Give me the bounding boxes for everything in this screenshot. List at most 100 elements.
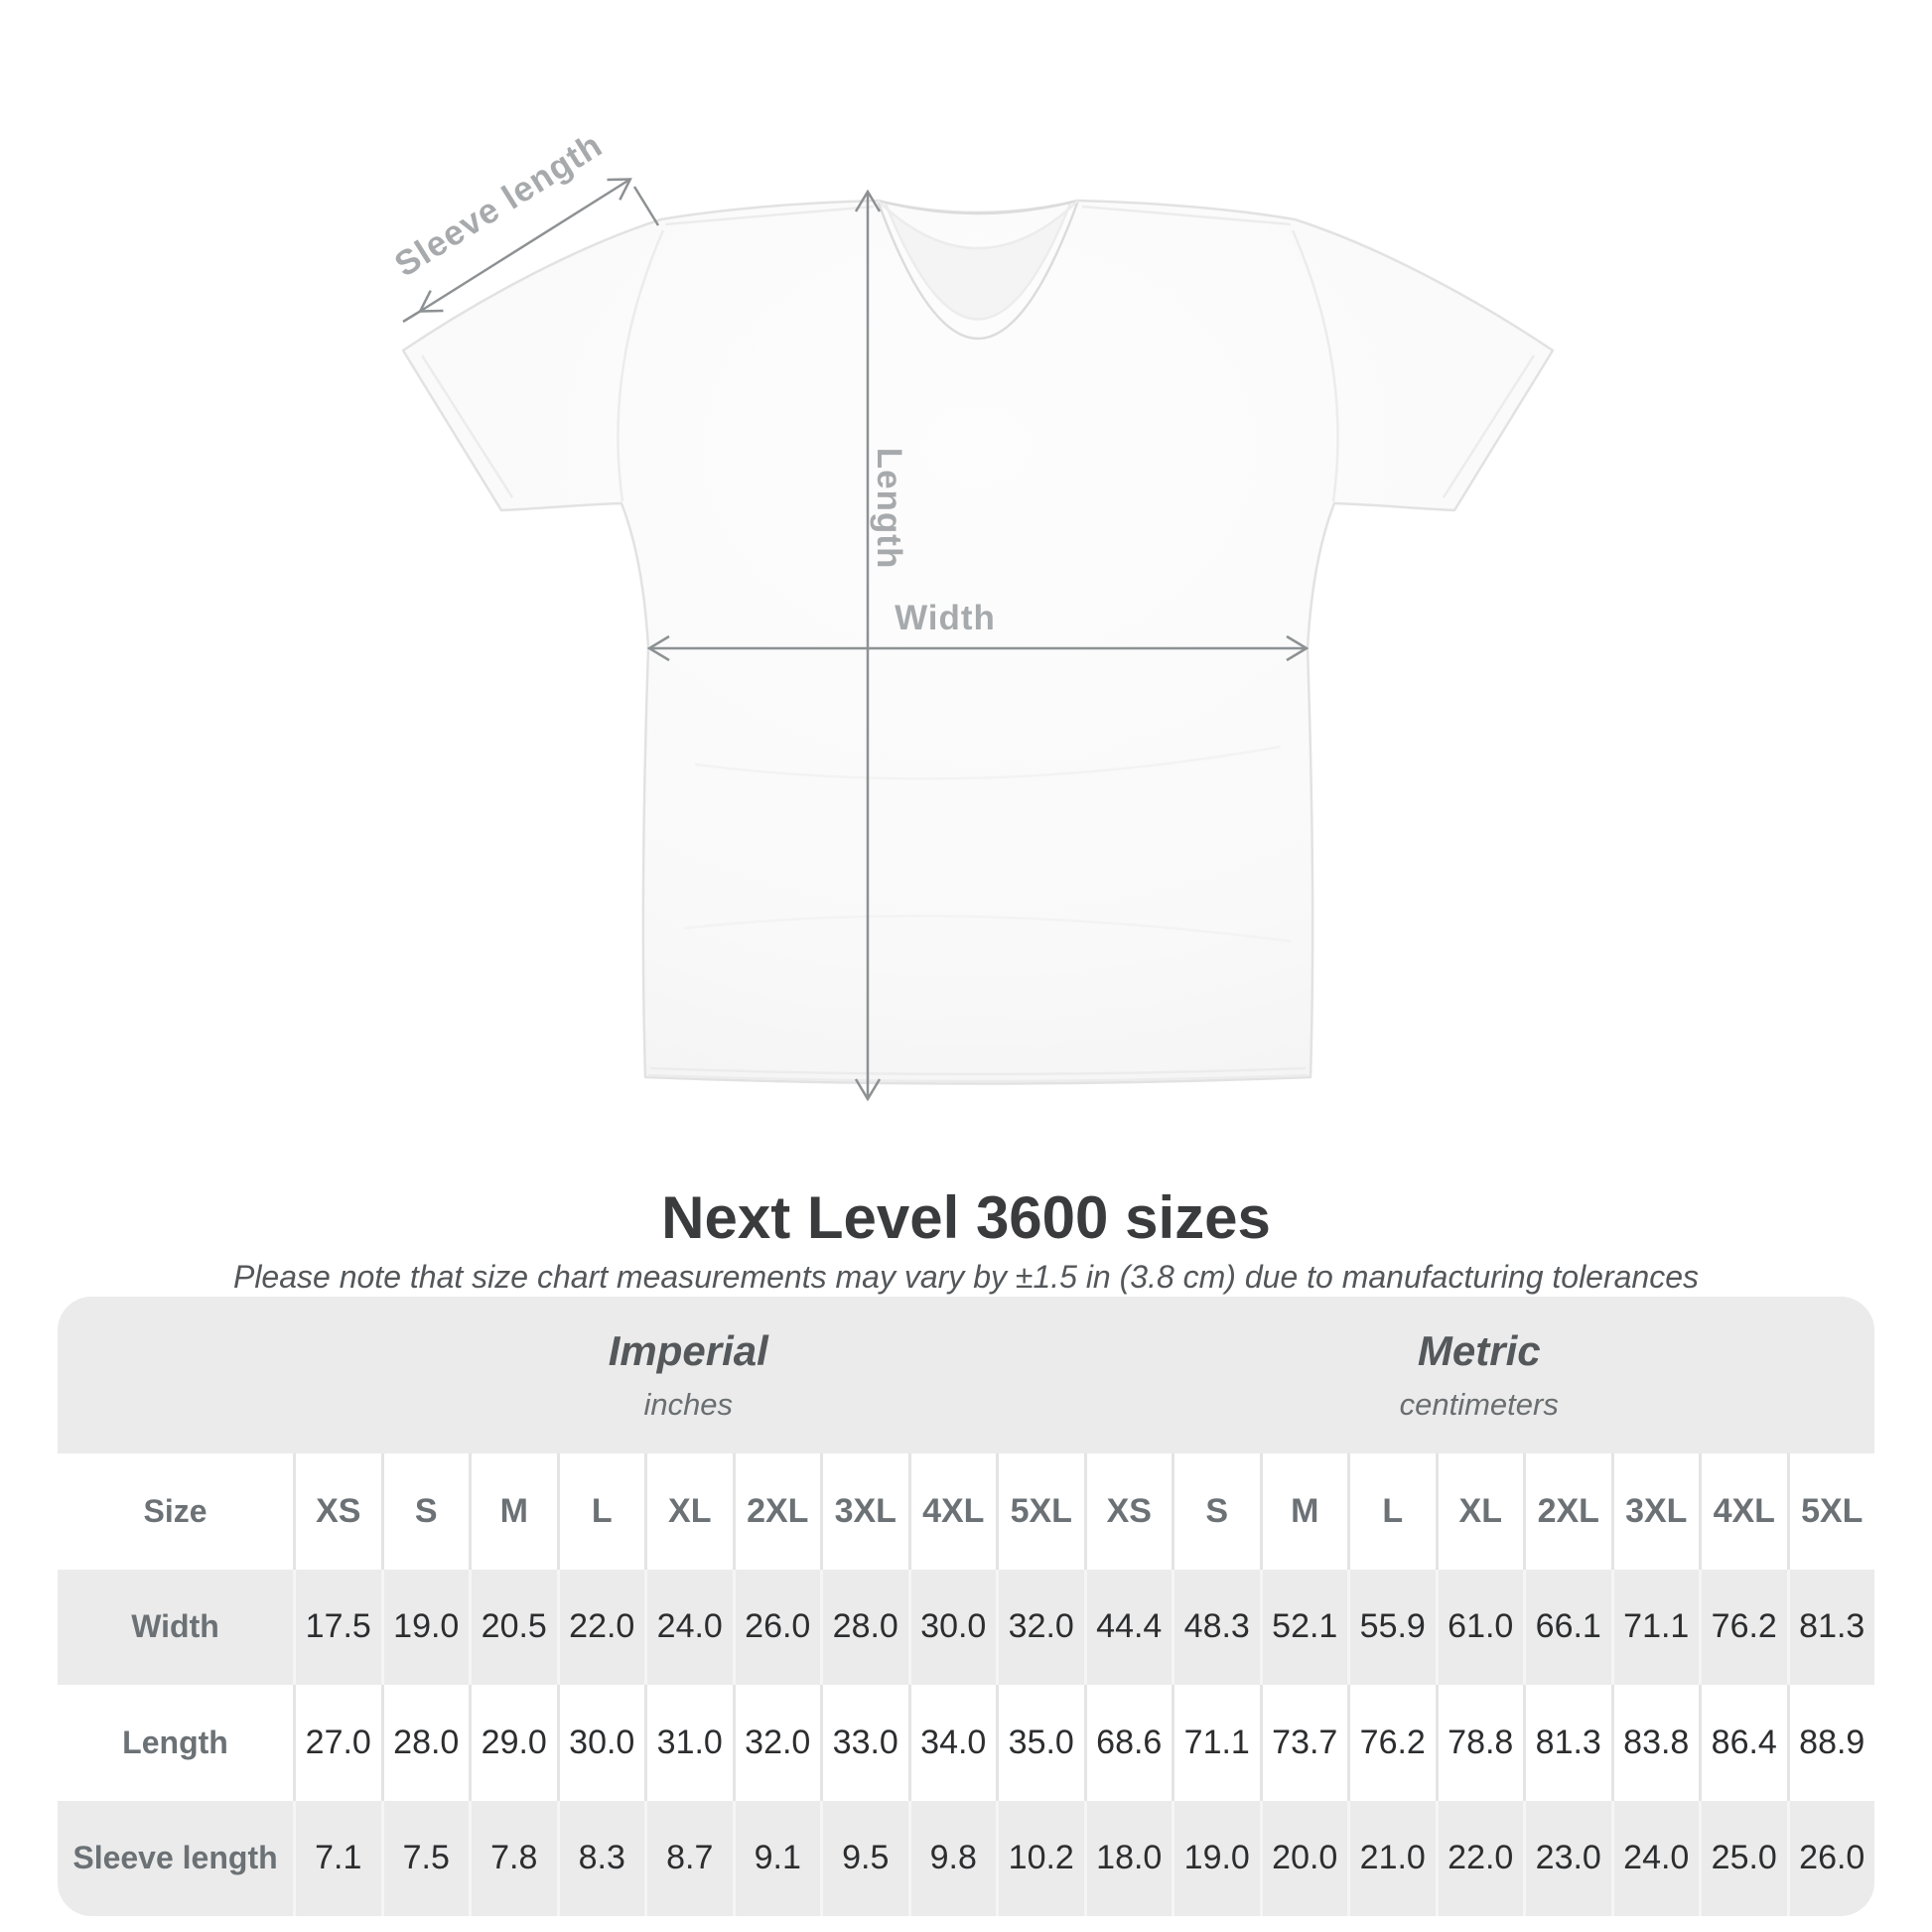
- measurement-value: 68.6: [1083, 1685, 1173, 1801]
- row-label: Length: [122, 1724, 228, 1760]
- measurement-value: 86.4: [1699, 1685, 1787, 1801]
- measurement-value: 7.8: [469, 1800, 557, 1916]
- right-sleeve-hem: [1442, 354, 1536, 498]
- column-header: 2XL: [732, 1453, 821, 1570]
- measurement-value: 27.0: [293, 1685, 381, 1801]
- measurement-value: 21.0: [1347, 1800, 1436, 1916]
- imperial-unit-label: inches: [643, 1387, 734, 1422]
- measurement-value: 23.0: [1523, 1800, 1611, 1916]
- measurement-value: 76.2: [1347, 1685, 1436, 1801]
- measurement-value: 48.3: [1172, 1569, 1260, 1685]
- column-header: 5XL: [1786, 1453, 1875, 1570]
- collar-inner-line: [884, 203, 1072, 321]
- measurement-value: 29.0: [469, 1685, 557, 1801]
- column-header: 4XL: [1699, 1453, 1787, 1570]
- measurement-value: 25.0: [1699, 1800, 1787, 1916]
- column-header: S: [380, 1453, 470, 1570]
- measurement-value: 24.0: [1610, 1800, 1700, 1916]
- measurement-value: 66.1: [1523, 1569, 1611, 1685]
- measurement-value: 20.5: [469, 1569, 557, 1685]
- column-header: XL: [1435, 1453, 1524, 1570]
- column-header: M: [469, 1453, 557, 1570]
- measurement-value: 9.8: [907, 1800, 997, 1916]
- size-column-header: Size: [143, 1492, 207, 1529]
- size-table: Imperial inches Metric centimeters Size …: [58, 1297, 1874, 1916]
- measurement-value: 55.9: [1347, 1569, 1436, 1685]
- wrinkle: [694, 745, 1282, 780]
- tshirt-measurement-diagram: Sleeve length Length Width: [388, 125, 1555, 1157]
- measurement-value: 8.3: [556, 1800, 645, 1916]
- imperial-label: Imperial: [608, 1327, 768, 1374]
- sleeve-length-row: Sleeve length 7.1 7.5 7.8 8.3 8.7 9.1 9.…: [58, 1800, 1874, 1916]
- measurement-value: 26.0: [732, 1569, 821, 1685]
- measurement-value: 7.5: [380, 1800, 470, 1916]
- measurement-value: 81.3: [1523, 1685, 1611, 1801]
- collar-outer-line: [876, 200, 1080, 341]
- measurement-value: 19.0: [380, 1569, 470, 1685]
- imperial-group-header: Imperial inches: [293, 1297, 1084, 1453]
- measurement-value: 28.0: [820, 1569, 908, 1685]
- row-label: Sleeve length: [72, 1840, 278, 1876]
- right-armhole-seam: [1291, 229, 1339, 502]
- length-row: Length 27.0 28.0 29.0 30.0 31.0 32.0 33.…: [58, 1685, 1874, 1801]
- measurement-value: 71.1: [1172, 1685, 1260, 1801]
- measurement-value: 8.7: [644, 1800, 733, 1916]
- column-header: 5XL: [996, 1453, 1084, 1570]
- measurement-value: 73.7: [1259, 1685, 1348, 1801]
- measurement-value: 10.2: [996, 1800, 1084, 1916]
- measurement-value: 24.0: [644, 1569, 733, 1685]
- measurement-value: 76.2: [1699, 1569, 1787, 1685]
- measurement-value: 32.0: [732, 1685, 821, 1801]
- measurement-value: 71.1: [1610, 1569, 1700, 1685]
- tshirt-illustration: [401, 199, 1555, 1085]
- measurement-value: 78.8: [1435, 1685, 1524, 1801]
- column-header: XS: [293, 1453, 381, 1570]
- measurement-value: 19.0: [1172, 1800, 1260, 1916]
- width-row: Width 17.5 19.0 20.5 22.0 24.0 26.0 28.0…: [58, 1569, 1875, 1685]
- column-header: L: [1347, 1453, 1436, 1570]
- corner-cell: [58, 1297, 293, 1453]
- page-subtitle: Please note that size chart measurements…: [232, 1259, 1700, 1295]
- bottom-hem-stitch: [649, 1066, 1307, 1076]
- measurement-value: 28.0: [380, 1685, 470, 1801]
- measurement-value: 33.0: [820, 1685, 908, 1801]
- column-header: L: [556, 1453, 645, 1570]
- bottom-hem-edge: [647, 1073, 1309, 1083]
- column-header: 3XL: [820, 1453, 908, 1570]
- measurement-value: 9.5: [820, 1800, 908, 1916]
- measurement-value: 30.0: [907, 1569, 997, 1685]
- measurement-value: 81.3: [1786, 1569, 1875, 1685]
- column-header: 2XL: [1523, 1453, 1611, 1570]
- measurement-value: 18.0: [1083, 1800, 1173, 1916]
- sleeve-length-arrow: [402, 180, 660, 324]
- column-header: S: [1172, 1453, 1260, 1570]
- measurement-value: 34.0: [907, 1685, 997, 1801]
- measurement-value: 32.0: [996, 1569, 1084, 1685]
- column-header: 4XL: [907, 1453, 997, 1570]
- column-header: 3XL: [1610, 1453, 1700, 1570]
- column-header: XL: [644, 1453, 733, 1570]
- measurement-value: 17.5: [293, 1569, 381, 1685]
- left-sleeve-hem: [420, 354, 514, 498]
- measurement-value: 30.0: [556, 1685, 645, 1801]
- length-label: Length: [870, 448, 908, 570]
- column-header: XS: [1083, 1453, 1173, 1570]
- measurement-value: 88.9: [1786, 1685, 1875, 1801]
- metric-label: Metric: [1417, 1327, 1541, 1374]
- measurement-value: 22.0: [1435, 1800, 1524, 1916]
- measurement-value: 44.4: [1083, 1569, 1173, 1685]
- back-collar-line: [877, 200, 1079, 250]
- row-label: Width: [131, 1608, 219, 1645]
- left-armhole-seam: [617, 229, 665, 502]
- right-shoulder-seam: [1081, 205, 1292, 226]
- measurement-value: 9.1: [732, 1800, 821, 1916]
- page-title: Next Level 3600 sizes: [661, 1184, 1271, 1251]
- measurement-value: 20.0: [1259, 1800, 1348, 1916]
- measurement-value: 83.8: [1610, 1685, 1700, 1801]
- metric-group-header: Metric centimeters: [1084, 1297, 1875, 1453]
- measurement-value: 35.0: [996, 1685, 1084, 1801]
- left-shoulder-seam: [664, 205, 875, 226]
- collar-top-line: [877, 199, 1079, 215]
- measurement-value: 7.1: [293, 1800, 381, 1916]
